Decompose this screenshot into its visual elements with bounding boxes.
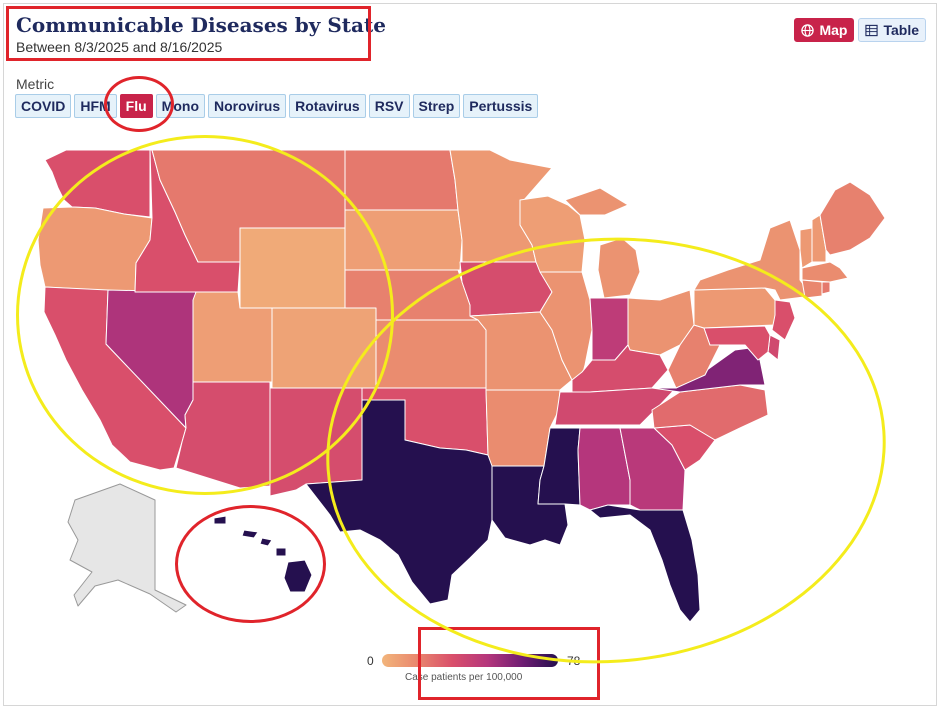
metric-tab-norovirus[interactable]: Norovirus xyxy=(208,94,287,118)
state-south-dakota[interactable] xyxy=(344,209,463,271)
state-pennsylvania[interactable] xyxy=(693,287,776,329)
state-texas[interactable] xyxy=(305,399,493,605)
view-toggle: Map Table xyxy=(794,18,926,42)
map-view-label: Map xyxy=(819,22,848,38)
state-new-york[interactable] xyxy=(693,219,813,301)
table-icon xyxy=(865,24,879,36)
table-view-button[interactable]: Table xyxy=(858,18,926,42)
date-range: Between 8/3/2025 and 8/16/2025 xyxy=(16,39,223,55)
state-new-hampshire[interactable] xyxy=(811,214,827,263)
metric-label: Metric xyxy=(16,76,55,92)
metric-tabs: COVID HFM Flu Mono Norovirus Rotavirus R… xyxy=(15,94,539,118)
state-massachusetts[interactable] xyxy=(801,261,849,283)
legend-title: Case patients per 100,000 xyxy=(405,672,523,683)
metric-tab-rsv[interactable]: RSV xyxy=(368,94,410,118)
state-vermont[interactable] xyxy=(799,227,813,269)
map-view-button[interactable]: Map xyxy=(794,18,855,42)
state-indiana[interactable] xyxy=(589,297,629,361)
state-north-dakota[interactable] xyxy=(344,149,459,211)
state-kansas[interactable] xyxy=(375,319,487,389)
state-rhode-island[interactable] xyxy=(821,281,831,295)
page-title: Communicable Diseases by State xyxy=(16,13,386,37)
state-alaska[interactable] xyxy=(67,483,187,613)
table-view-label: Table xyxy=(883,22,919,38)
legend-max-label: 78 xyxy=(567,654,581,668)
state-colorado[interactable] xyxy=(271,307,377,389)
state-maine[interactable] xyxy=(819,181,886,256)
state-connecticut[interactable] xyxy=(801,279,823,299)
metric-tab-flu[interactable]: Flu xyxy=(119,94,153,118)
state-oregon[interactable] xyxy=(37,206,153,293)
state-wyoming[interactable] xyxy=(239,227,346,309)
state-maryland[interactable] xyxy=(703,325,771,361)
metric-tab-rotavirus[interactable]: Rotavirus xyxy=(289,94,366,118)
state-hawaii[interactable] xyxy=(213,515,313,593)
metric-tab-covid[interactable]: COVID xyxy=(15,94,72,118)
metric-tab-hfm[interactable]: HFM xyxy=(74,94,117,118)
state-iowa[interactable] xyxy=(459,261,553,317)
state-new-mexico[interactable] xyxy=(269,387,363,497)
legend-gradient xyxy=(382,654,558,667)
state-new-jersey[interactable] xyxy=(771,299,796,341)
metric-tab-pertussis[interactable]: Pertussis xyxy=(463,94,539,118)
state-michigan[interactable] xyxy=(564,187,641,299)
state-florida[interactable] xyxy=(589,504,701,623)
metric-tab-strep[interactable]: Strep xyxy=(412,94,461,118)
globe-icon xyxy=(801,23,815,37)
legend-min-label: 0 xyxy=(367,654,374,668)
state-tennessee[interactable] xyxy=(554,387,677,426)
